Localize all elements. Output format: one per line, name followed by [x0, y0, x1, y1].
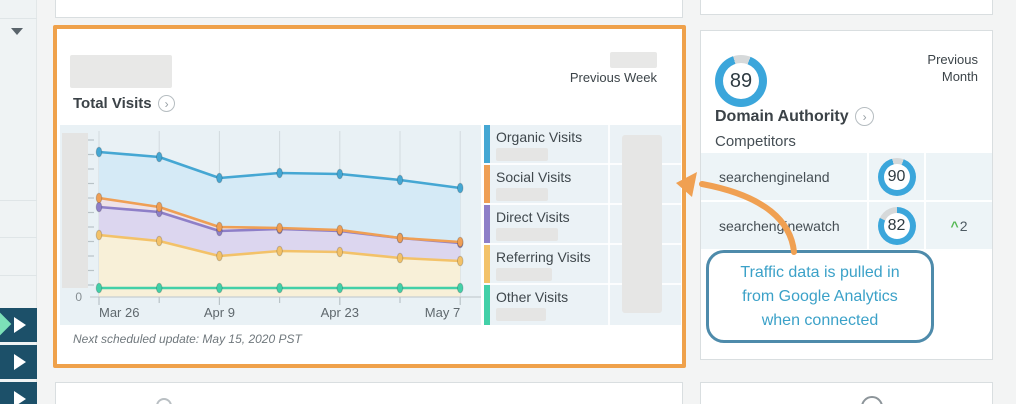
- chevron-right-icon: ›: [164, 96, 169, 111]
- competitor-name: searchengineland: [719, 168, 830, 185]
- card-title: Domain Authority: [715, 107, 849, 125]
- competitors-table: searchengineland 90 searchenginewatch 82…: [701, 153, 992, 251]
- chevron-right-icon: ›: [862, 109, 867, 124]
- next-update-note: Next scheduled update: May 15, 2020 PST: [73, 332, 302, 346]
- expand-chevron-button[interactable]: ›: [854, 107, 874, 126]
- legend-color-bar: [484, 125, 490, 163]
- svg-text:Apr 9: Apr 9: [204, 305, 235, 320]
- redacted-value: [496, 188, 548, 201]
- redacted-previous-week-values: [622, 135, 662, 313]
- competitor-score: 82: [887, 216, 906, 234]
- competitor-row[interactable]: searchenginewatch 82 ^2: [701, 202, 992, 251]
- annotation-text: Traffic data is pulled in from Google An…: [740, 263, 900, 329]
- domain-authority-score: 89: [729, 69, 753, 92]
- sidebar-divider: [0, 200, 37, 201]
- card-above-right: [700, 0, 993, 15]
- sidebar-divider: [0, 237, 37, 238]
- card-above-left: [55, 0, 683, 18]
- legend-column-divider: [608, 125, 610, 325]
- svg-text:May 7: May 7: [425, 305, 460, 320]
- redacted-value: [610, 52, 657, 68]
- caret-up-icon: ^: [950, 217, 959, 234]
- sidebar-nav-button-3[interactable]: [0, 382, 37, 404]
- legend-label: Referring Visits: [496, 249, 591, 265]
- legend-item-referring[interactable]: Referring Visits: [484, 245, 681, 285]
- competitor-score-donut: 82: [877, 206, 916, 245]
- redacted-value: [496, 308, 546, 321]
- redacted-value: [496, 228, 558, 241]
- play-arrow-icon: [14, 317, 26, 333]
- card-below-left: [55, 382, 683, 404]
- domain-authority-donut: 89: [715, 55, 767, 107]
- card-below-right: [700, 382, 993, 404]
- total-visits-card: Total Visits › Previous Week 0 Mar 26 Apr …: [53, 25, 686, 368]
- competitor-row[interactable]: searchengineland 90: [701, 153, 992, 202]
- legend-item-social[interactable]: Social Visits: [484, 165, 681, 205]
- previous-month-label: Previous Month: [927, 52, 978, 84]
- sidebar-nav-button-1[interactable]: [0, 308, 37, 342]
- legend-color-bar: [484, 165, 490, 203]
- visits-area-chart[interactable]: 0 Mar 26 Apr 9 Apr 23 May 7: [60, 125, 481, 325]
- sidebar-divider: [0, 275, 37, 276]
- chart-legend: Organic Visits Social Visits Direct Visi…: [484, 125, 681, 325]
- annotation-callout: Traffic data is pulled in from Google An…: [706, 250, 934, 343]
- competitor-score-donut: 90: [877, 157, 916, 196]
- peeking-donut: [861, 396, 883, 404]
- legend-label: Organic Visits: [496, 129, 583, 145]
- redacted-site-name: [70, 55, 172, 88]
- accent-shape: [0, 312, 12, 336]
- legend-item-organic[interactable]: Organic Visits: [484, 125, 681, 165]
- expand-chevron-button[interactable]: ›: [157, 95, 175, 112]
- legend-item-other[interactable]: Other Visits: [484, 285, 681, 325]
- competitor-score: 90: [887, 167, 906, 185]
- competitor-change: ^2: [926, 218, 992, 234]
- left-sidebar: [0, 0, 37, 404]
- competitor-name: searchenginewatch: [719, 217, 840, 234]
- svg-text:0: 0: [75, 290, 82, 304]
- redacted-value: [496, 268, 552, 281]
- competitors-label: Competitors: [715, 133, 796, 150]
- previous-week-label: Previous Week: [569, 70, 657, 85]
- svg-text:Apr 23: Apr 23: [321, 305, 359, 320]
- legend-color-bar: [484, 245, 490, 283]
- sidebar-divider: [0, 18, 37, 19]
- legend-label: Other Visits: [496, 289, 569, 305]
- card-title: Total Visits: [73, 95, 152, 112]
- peeking-icon: [156, 398, 172, 404]
- legend-label: Direct Visits: [496, 209, 570, 225]
- legend-label: Social Visits: [496, 169, 572, 185]
- play-arrow-icon: [14, 354, 26, 370]
- svg-text:Mar 26: Mar 26: [99, 305, 139, 320]
- redacted-value: [496, 148, 548, 161]
- sidebar-nav-button-2[interactable]: [0, 345, 37, 379]
- legend-item-direct[interactable]: Direct Visits: [484, 205, 681, 245]
- play-arrow-icon: [14, 391, 26, 404]
- legend-color-bar: [484, 285, 490, 325]
- caret-down-icon[interactable]: [11, 28, 23, 35]
- change-value: 2: [959, 217, 968, 234]
- legend-color-bar: [484, 205, 490, 243]
